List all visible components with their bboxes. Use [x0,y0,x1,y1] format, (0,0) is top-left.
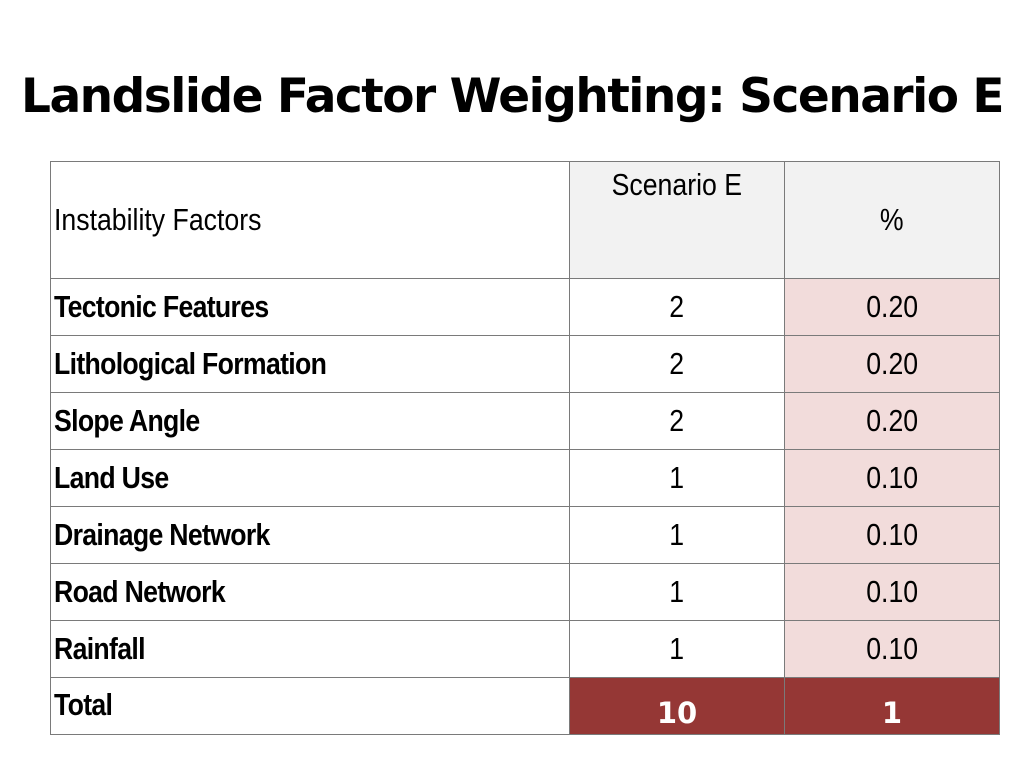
weight-value: 1 [669,630,685,666]
percent-value: 0.20 [866,345,918,381]
percent-cell: 0.20 [784,278,1000,336]
slide-title: Landslide Factor Weighting: Scenario E [21,69,1004,124]
factor-weighting-table: Instability Factors Scenario E % Tectoni… [50,161,1000,735]
weight-value: 1 [669,459,685,495]
weight-value: 2 [669,345,685,381]
table-row: Road Network 1 0.10 [50,563,1000,621]
factor-label: Tectonic Features [54,288,269,324]
percent-cell: 0.10 [784,620,1000,678]
percent-value: 0.20 [866,288,918,324]
weight-cell: 1 [569,563,785,621]
total-percent-value: 1 [881,696,903,731]
percent-cell: 0.20 [784,335,1000,393]
percent-value: 0.10 [866,573,918,609]
percent-cell: 0.10 [784,449,1000,507]
table-row: Lithological Formation 2 0.20 [50,335,1000,393]
total-weight-cell: 10 [569,677,785,735]
factor-label: Drainage Network [54,516,270,552]
percent-value: 0.10 [866,630,918,666]
percent-value: 0.10 [866,516,918,552]
factor-cell: Road Network [50,563,570,621]
total-label: Total [54,687,113,722]
percent-value: 0.20 [866,402,918,438]
header-instability-factors: Instability Factors [50,161,570,279]
percent-cell: 0.10 [784,506,1000,564]
factor-cell: Slope Angle [50,392,570,450]
total-row: Total 10 1 [50,677,1000,735]
header-scenario: Scenario E [569,161,785,279]
factor-cell: Land Use [50,449,570,507]
weight-value: 2 [669,288,685,324]
factor-label: Lithological Formation [54,345,327,381]
factor-label: Slope Angle [54,402,200,438]
table-row: Tectonic Features 2 0.20 [50,278,1000,336]
weight-cell: 2 [569,335,785,393]
factor-label: Rainfall [54,630,145,666]
weight-cell: 1 [569,506,785,564]
factor-cell: Lithological Formation [50,335,570,393]
total-weight-value: 10 [656,696,698,731]
weight-cell: 1 [569,449,785,507]
header-scenario-label: Scenario E [611,167,743,202]
weight-cell: 2 [569,278,785,336]
total-percent-cell: 1 [784,677,1000,735]
percent-cell: 0.10 [784,563,1000,621]
percent-value: 0.10 [866,459,918,495]
total-label-cell: Total [50,677,570,735]
factor-cell: Rainfall [50,620,570,678]
weight-value: 1 [669,516,685,552]
factor-cell: Drainage Network [50,506,570,564]
header-instability-factors-label: Instability Factors [54,201,262,237]
table-header-row: Instability Factors Scenario E % [50,161,1000,279]
factor-label: Road Network [54,573,226,609]
header-percent-label: % [880,201,904,237]
weight-value: 1 [669,573,685,609]
percent-cell: 0.20 [784,392,1000,450]
table-row: Land Use 1 0.10 [50,449,1000,507]
table-row: Slope Angle 2 0.20 [50,392,1000,450]
factor-cell: Tectonic Features [50,278,570,336]
weight-cell: 2 [569,392,785,450]
weight-value: 2 [669,402,685,438]
weight-cell: 1 [569,620,785,678]
table-row: Drainage Network 1 0.10 [50,506,1000,564]
table-row: Rainfall 1 0.10 [50,620,1000,678]
factor-label: Land Use [54,459,169,495]
header-percent: % [784,161,1000,279]
